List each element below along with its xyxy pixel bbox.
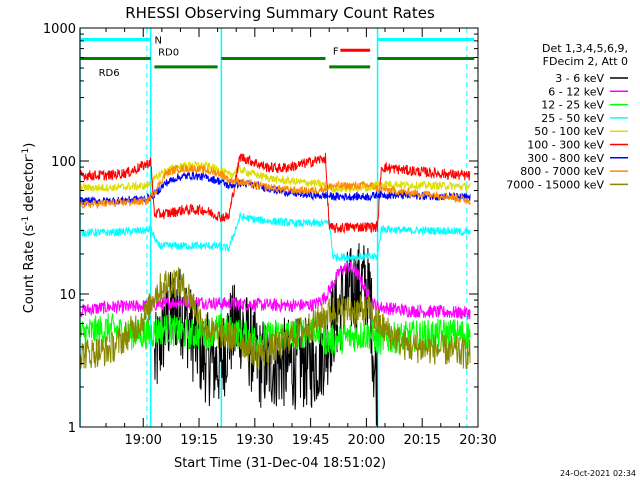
x-tick-label: 20:15: [403, 433, 440, 448]
x-tick-label: 19:15: [180, 433, 217, 448]
legend: Det 1,3,4,5,6,9,FDecim 2, Att 0 3 - 6 keV…: [506, 42, 628, 191]
series-line: [79, 152, 471, 235]
chart-title: RHESSI Observing Summary Count Rates: [125, 4, 435, 22]
x-tick-label: 19:45: [292, 433, 329, 448]
series-line: [79, 267, 471, 370]
annotation-n: N: [155, 35, 162, 46]
series-line: [79, 163, 471, 210]
plot-frame: [79, 27, 479, 428]
y-tick-label: 100: [51, 155, 76, 170]
legend-label: 6 - 12 keV: [548, 85, 604, 98]
y-axis-label-part: detector: [22, 156, 37, 216]
series-line: [79, 260, 471, 320]
y-axis-label: Count Rate (s-1 detector-1): [21, 143, 37, 314]
legend-label: 800 - 7000 keV: [520, 165, 604, 178]
annotation-rd0: RD0: [158, 47, 179, 58]
x-tick-label: 19:30: [236, 433, 273, 448]
y-tick-label: 1000: [43, 22, 76, 37]
legend-label: 7000 - 15000 keV: [506, 178, 604, 191]
legend-label: 25 - 50 keV: [541, 112, 604, 125]
legend-label: 3 - 6 keV: [555, 72, 604, 85]
y-axis-label-part: -1: [21, 216, 31, 225]
x-axis-label: Start Time (31-Dec-04 18:51:02): [174, 456, 386, 471]
annotation-rd6: RD6: [99, 68, 120, 79]
series-line: [79, 160, 471, 194]
legend-label: 300 - 800 keV: [527, 152, 604, 165]
series-25-50-kev: [79, 211, 471, 263]
y-axis-label-part: -1: [21, 148, 31, 157]
series-7000-15000-kev: [79, 267, 471, 370]
x-tick-label: 20:30: [459, 433, 496, 448]
legend-header: FDecim 2, Att 0: [543, 55, 628, 68]
y-axis-label-part: Count Rate (s: [22, 225, 37, 314]
x-tick-label: 19:00: [124, 433, 161, 448]
legend-label: 12 - 25 keV: [541, 99, 604, 112]
series-6-12-kev: [79, 260, 471, 320]
footer-timestamp: 24-Oct-2021 02:34: [560, 469, 636, 478]
legend-label: 50 - 100 keV: [534, 125, 604, 138]
y-axis-label-part: ): [22, 143, 37, 148]
x-tick-label: 20:00: [348, 433, 385, 448]
y-tick-label: 1: [68, 421, 76, 436]
series-100-300-kev: [79, 152, 471, 235]
y-tick-label: 10: [59, 288, 76, 303]
series-800-7000-kev: [79, 163, 471, 210]
series-line: [79, 211, 471, 263]
legend-header: Det 1,3,4,5,6,9,: [542, 42, 628, 55]
axes: 1 10 100 1000 19:00 19:15 19:30 19:45 20:00 20:15…: [43, 22, 497, 448]
series-50-100-kev: [79, 160, 471, 194]
annotation-f: F: [333, 46, 339, 57]
legend-label: 100 - 300 keV: [527, 139, 604, 152]
